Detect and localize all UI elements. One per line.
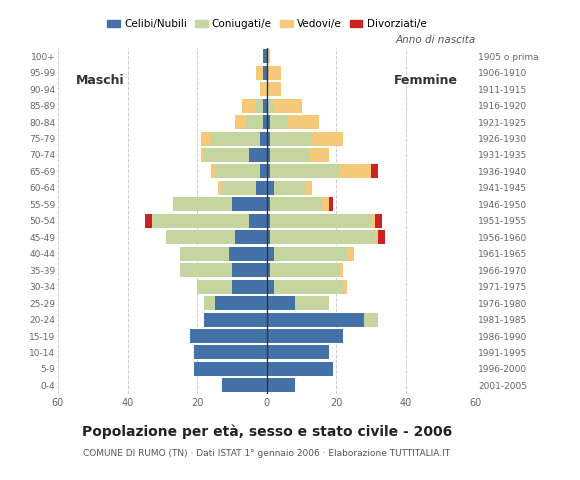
Bar — [197, 280, 232, 294]
Bar — [263, 66, 267, 80]
Bar — [222, 181, 256, 195]
Bar — [204, 296, 215, 310]
Bar — [267, 165, 270, 179]
Bar — [152, 214, 249, 228]
Bar — [249, 214, 267, 228]
Bar — [222, 378, 267, 392]
Bar — [347, 247, 354, 261]
Bar — [267, 181, 274, 195]
Bar — [267, 378, 295, 392]
Text: Popolazione per età, sesso e stato civile - 2006: Popolazione per età, sesso e stato civil… — [82, 425, 452, 439]
Bar — [235, 230, 267, 244]
Bar — [263, 98, 267, 113]
Bar — [267, 148, 270, 162]
Bar — [267, 66, 281, 80]
Bar — [267, 214, 270, 228]
Bar — [267, 132, 270, 145]
Bar — [229, 247, 267, 261]
Bar — [267, 296, 295, 310]
Bar — [295, 296, 329, 310]
Bar — [256, 66, 263, 80]
Bar — [270, 115, 288, 129]
Bar — [270, 263, 340, 277]
Bar — [194, 346, 267, 360]
Bar — [267, 329, 343, 343]
Bar — [166, 230, 235, 244]
Text: Maschi: Maschi — [75, 74, 124, 87]
Bar — [267, 247, 274, 261]
Bar — [204, 312, 267, 326]
Bar — [267, 362, 333, 376]
Bar — [211, 132, 260, 145]
Bar — [204, 148, 249, 162]
Bar — [375, 230, 378, 244]
Bar — [194, 362, 267, 376]
Bar — [329, 197, 333, 211]
Bar — [270, 214, 371, 228]
Bar — [305, 181, 312, 195]
Bar — [378, 230, 385, 244]
Bar — [267, 280, 274, 294]
Bar — [288, 115, 319, 129]
Bar — [267, 98, 274, 113]
Bar — [190, 329, 267, 343]
Bar — [312, 132, 343, 145]
Legend: Celibi/Nubili, Coniugati/e, Vedovi/e, Divorziati/e: Celibi/Nubili, Coniugati/e, Vedovi/e, Di… — [103, 15, 430, 33]
Bar — [343, 280, 347, 294]
Bar — [274, 280, 343, 294]
Bar — [232, 263, 267, 277]
Bar — [180, 247, 229, 261]
Text: Femmine: Femmine — [394, 74, 458, 87]
Bar — [232, 197, 267, 211]
Bar — [218, 181, 222, 195]
Text: Anno di nascita: Anno di nascita — [396, 35, 476, 45]
Bar — [267, 82, 281, 96]
Bar — [340, 165, 371, 179]
Bar — [263, 49, 267, 63]
Bar — [371, 165, 378, 179]
Bar — [274, 247, 347, 261]
Bar — [235, 115, 246, 129]
Bar — [270, 230, 375, 244]
Bar — [256, 98, 263, 113]
Bar — [371, 214, 375, 228]
Bar — [274, 98, 302, 113]
Bar — [267, 49, 270, 63]
Bar — [201, 132, 211, 145]
Bar — [309, 148, 329, 162]
Bar — [267, 312, 364, 326]
Bar — [215, 165, 260, 179]
Bar — [270, 148, 309, 162]
Bar — [145, 214, 152, 228]
Bar — [340, 263, 343, 277]
Bar — [260, 165, 267, 179]
Bar — [215, 296, 267, 310]
Bar — [249, 148, 267, 162]
Bar — [260, 132, 267, 145]
Bar — [267, 346, 329, 360]
Bar — [256, 181, 267, 195]
Bar — [246, 115, 263, 129]
Bar — [242, 98, 256, 113]
Bar — [274, 181, 305, 195]
Bar — [375, 214, 382, 228]
Bar — [267, 263, 270, 277]
Bar — [364, 312, 378, 326]
Bar — [232, 280, 267, 294]
Bar — [270, 165, 340, 179]
Bar — [201, 148, 204, 162]
Bar — [270, 132, 312, 145]
Bar — [260, 82, 267, 96]
Bar — [180, 263, 232, 277]
Bar — [270, 197, 322, 211]
Bar — [267, 230, 270, 244]
Bar — [211, 165, 215, 179]
Text: COMUNE DI RUMO (TN) · Dati ISTAT 1° gennaio 2006 · Elaborazione TUTTITALIA.IT: COMUNE DI RUMO (TN) · Dati ISTAT 1° genn… — [84, 449, 450, 458]
Bar — [267, 197, 270, 211]
Bar — [322, 197, 329, 211]
Bar — [267, 115, 270, 129]
Bar — [263, 115, 267, 129]
Bar — [173, 197, 232, 211]
